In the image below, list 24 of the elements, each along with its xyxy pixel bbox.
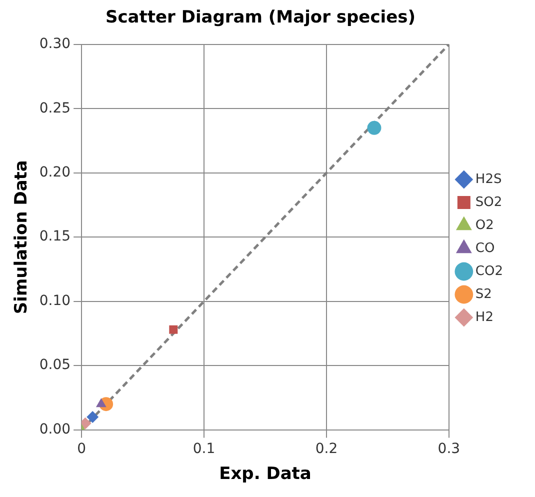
y-tick-label: 0.25 <box>39 100 71 116</box>
legend-label: CO <box>475 240 495 256</box>
x-axis-title: Exp. Data <box>219 464 312 484</box>
chart-title: Scatter Diagram (Major species) <box>105 8 416 28</box>
point <box>86 410 99 423</box>
y-tick-label: 0.05 <box>39 357 71 374</box>
x-tick-label: 0.3 <box>438 440 460 457</box>
x-tick-label: 0 <box>77 440 86 457</box>
y-tick-label: 0.10 <box>39 292 71 309</box>
point <box>367 120 382 135</box>
legend-label: S2 <box>475 286 492 302</box>
legend-label: H2S <box>475 172 502 187</box>
legend-label: H2 <box>475 310 494 325</box>
legend-label: O2 <box>475 218 494 233</box>
legend-label: SO2 <box>475 194 502 210</box>
y-tick-label: 0.00 <box>39 421 71 438</box>
y-tick-label: 0.30 <box>39 36 71 52</box>
y-tick-label: 0.15 <box>39 228 71 245</box>
y-axis-title: Simulation Data <box>12 160 32 314</box>
legend-label: CO2 <box>475 264 504 279</box>
x-tick-label: 0.1 <box>192 440 216 457</box>
y-tick-label: 0.20 <box>39 164 71 181</box>
point <box>169 325 178 334</box>
x-tick-label: 0.2 <box>315 440 338 457</box>
